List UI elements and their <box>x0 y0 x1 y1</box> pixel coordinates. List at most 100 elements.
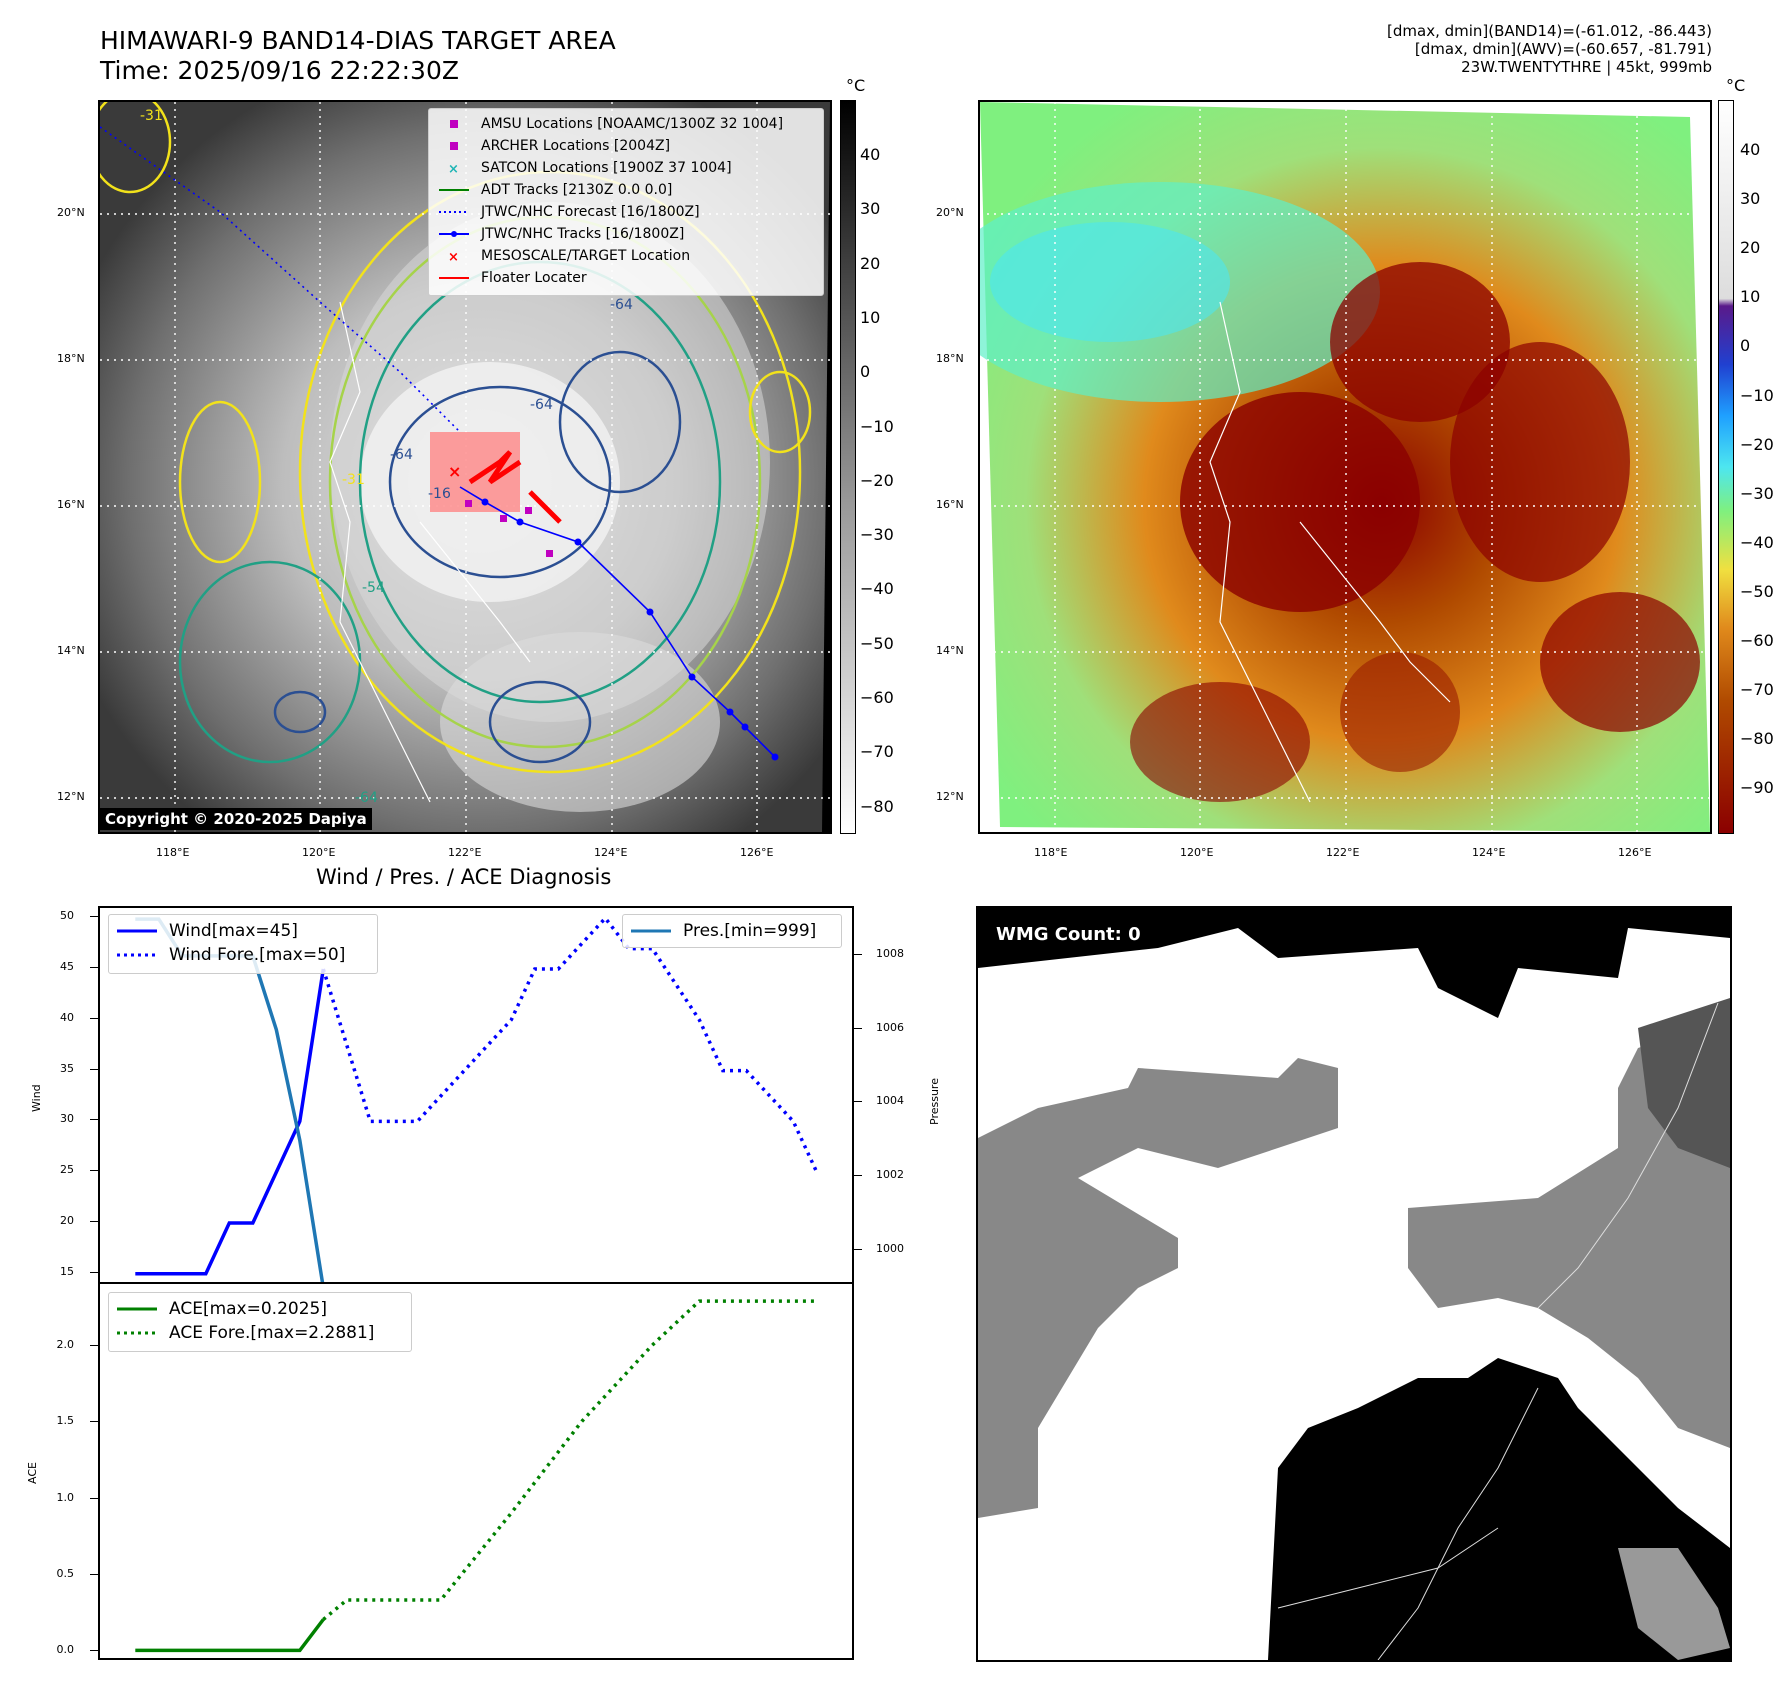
colorbar-tick: −80 <box>1740 729 1774 749</box>
figure-title: HIMAWARI-9 BAND14-DIAS TARGET AREA Time:… <box>100 26 616 86</box>
legend-archer: ARCHER Locations [2004Z] <box>437 135 815 157</box>
colorbar-tick: −40 <box>1740 532 1774 552</box>
pressure-tick-mark <box>854 1027 862 1029</box>
color-map-panel <box>978 100 1712 834</box>
title-satellite: HIMAWARI-9 BAND14-DIAS TARGET AREA <box>100 26 616 55</box>
lon-label: 122°E <box>448 846 482 859</box>
pressure-tick: 1004 <box>876 1094 904 1108</box>
lat-label: 12°N <box>57 790 85 803</box>
pressure-tick: 1002 <box>876 1168 904 1182</box>
wind-tick-mark <box>90 1221 98 1223</box>
lon-label: 126°E <box>740 846 774 859</box>
colorbar-tick: 0 <box>1740 336 1751 356</box>
wind-legend: Wind[max=45] Wind Fore.[max=50] <box>108 914 378 974</box>
colorbar-tick: 0 <box>860 362 871 382</box>
ace-chart <box>98 1282 854 1660</box>
colorbar-tick: 10 <box>860 307 881 327</box>
ace-tick-mark <box>90 1497 98 1499</box>
wind-axis-label: Wind <box>30 1084 43 1112</box>
ace-legend: ACE[max=0.2025] ACE Fore.[max=2.2881] <box>108 1292 412 1352</box>
ace-tick-mark <box>90 1650 98 1652</box>
colorbar-right-unit: °C <box>1726 76 1746 95</box>
pressure-tick-mark <box>854 953 862 955</box>
map-legend: AMSU Locations [NOAAMC/1300Z 32 1004] AR… <box>428 108 824 296</box>
ace-tick: 0.5 <box>56 1567 75 1581</box>
lon-label: 118°E <box>156 846 190 859</box>
lat-label: 20°N <box>936 206 964 219</box>
pressure-tick: 1006 <box>876 1020 904 1034</box>
pressure-tick: 1000 <box>876 1241 904 1255</box>
lat-label: 18°N <box>936 352 964 365</box>
colorbar-tick: 10 <box>1740 287 1761 307</box>
legend-wind-forecast: Wind Fore.[max=50] <box>117 945 346 965</box>
wmg-panel <box>976 906 1732 1662</box>
legend-wind: Wind[max=45] <box>117 921 298 941</box>
legend-forecast: JTWC/NHC Forecast [16/1800Z] <box>439 204 700 220</box>
colorbar-tick: 30 <box>860 199 881 219</box>
wind-tick-mark <box>90 916 98 918</box>
colorbar-tick: −40 <box>860 579 894 599</box>
contour-label: -31 <box>342 472 365 488</box>
colorbar-tick: 40 <box>1740 140 1761 159</box>
wind-tick: 15 <box>60 1264 74 1278</box>
lon-label: 120°E <box>1180 846 1214 859</box>
floater-locater <box>468 450 562 524</box>
lon-label: 122°E <box>1326 846 1360 859</box>
lat-label: 14°N <box>57 644 85 657</box>
series-line <box>321 915 819 1173</box>
colorbar-left-unit: °C <box>846 76 866 95</box>
lat-label: 16°N <box>936 498 964 511</box>
ace-series-line <box>135 1618 325 1653</box>
pressure-legend: Pres.[min=999] <box>622 914 842 948</box>
contour-label: -16 <box>428 486 451 502</box>
figure-meta: [dmax, dmin](BAND14)=(-61.012, -86.443) … <box>1387 22 1712 76</box>
colorbar-tick: −10 <box>1740 385 1774 405</box>
colorbar-tick: −90 <box>1740 778 1774 798</box>
colorbar-tick: −60 <box>1740 631 1774 650</box>
lon-label: 126°E <box>1618 846 1652 859</box>
colorbar-tick: −20 <box>860 470 894 490</box>
legend-target: × MESOSCALE/TARGET Location <box>448 248 691 264</box>
contour-label: -54 <box>362 580 385 596</box>
contour-label: -64 <box>610 297 633 313</box>
colorbar-tick: −10 <box>860 416 894 436</box>
pressure-tick-mark <box>854 1248 862 1250</box>
ace-tick-mark <box>90 1421 98 1423</box>
colorbar-tick: −70 <box>860 742 894 762</box>
meta-storm: 23W.TWENTYTHRE | 45kt, 999mb <box>1461 58 1712 76</box>
meta-awv: [dmax, dmin](AWV)=(-60.657, -81.791) <box>1414 40 1712 58</box>
wind-tick: 35 <box>60 1061 74 1075</box>
colorbar-tick: −80 <box>860 796 894 816</box>
ace-tick: 1.0 <box>56 1490 75 1504</box>
ace-axis-label: ACE <box>26 1462 39 1484</box>
wind-tick-mark <box>90 966 98 968</box>
wmg-image <box>978 908 1730 1660</box>
wind-tick: 25 <box>60 1163 74 1177</box>
ace-tick: 0.0 <box>56 1643 75 1657</box>
colorbar-tick: 20 <box>860 253 881 273</box>
colorbar-tick: −50 <box>1740 581 1774 601</box>
lon-label: 124°E <box>594 846 628 859</box>
legend-amsu: AMSU Locations [NOAAMC/1300Z 32 1004] <box>437 113 815 135</box>
legend-floater: Floater Locater <box>439 270 587 286</box>
color-map-image <box>980 102 1710 832</box>
ace-tick: 1.5 <box>56 1414 75 1428</box>
legend-ace-forecast: ACE Fore.[max=2.2881] <box>117 1323 375 1343</box>
wind-tick: 40 <box>60 1010 74 1024</box>
pressure-tick-mark <box>854 1175 862 1177</box>
ace-tick: 2.0 <box>56 1338 75 1352</box>
wmg-count: WMG Count: 0 <box>996 924 1141 945</box>
wind-tick: 50 <box>60 909 74 923</box>
lat-label: 12°N <box>936 790 964 803</box>
colorbar-tick: 20 <box>1740 238 1761 258</box>
colorbar-tick: −30 <box>1740 483 1774 503</box>
contour-label: -64 <box>355 790 378 806</box>
pressure-tick: 1008 <box>876 946 904 960</box>
lat-label: 14°N <box>936 644 964 657</box>
colorbar-tick: −60 <box>860 688 894 707</box>
colorbar-tick: 40 <box>860 145 881 164</box>
lon-label: 124°E <box>1472 846 1506 859</box>
ace-tick-mark <box>90 1345 98 1347</box>
wind-tick-mark <box>90 1170 98 1172</box>
wind-tick-mark <box>90 1068 98 1070</box>
